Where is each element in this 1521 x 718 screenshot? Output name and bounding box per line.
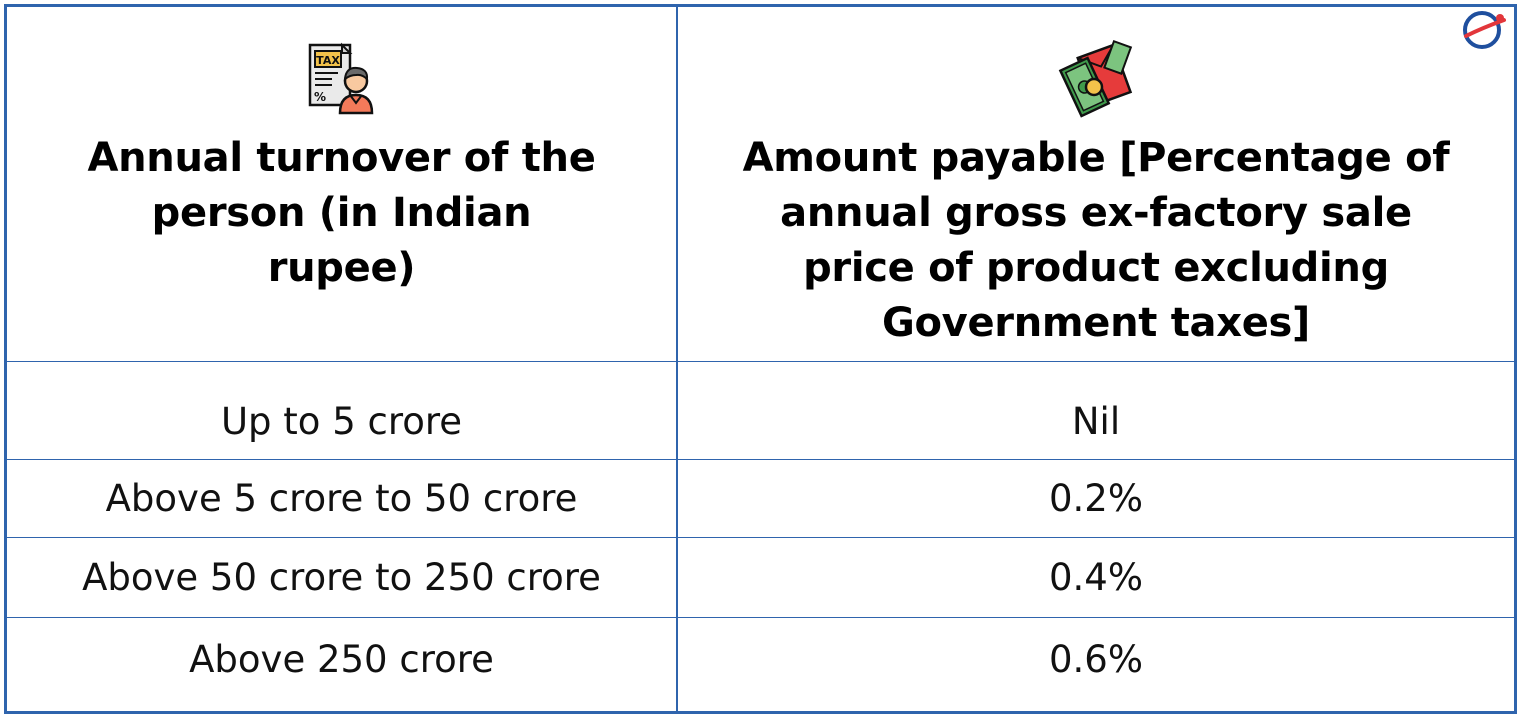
table-row-turnover-cell: Above 250 crore	[7, 618, 676, 700]
header-turnover-line: Annual turnover of the	[87, 135, 596, 181]
header-amount-line: price of product excluding	[803, 245, 1389, 291]
table-row-amount-cell: 0.6%	[678, 618, 1514, 700]
svg-text:TAX: TAX	[316, 54, 340, 67]
table-frame	[4, 4, 1517, 714]
table-row-amount-cell: 0.2%	[678, 460, 1514, 537]
column-divider	[676, 4, 678, 714]
turnover-value: Above 50 crore to 250 crore	[82, 556, 601, 599]
header-amount-line: Amount payable [Percentage of	[742, 135, 1450, 181]
amount-value: 0.4%	[1049, 556, 1143, 599]
header-amount: Amount payable [Percentage of annual gro…	[678, 7, 1514, 361]
money-envelope-icon	[1058, 39, 1133, 118]
brand-logo-icon	[1463, 11, 1506, 49]
table-row-turnover-cell: Up to 5 crore	[7, 372, 676, 470]
row-divider	[4, 459, 1517, 460]
header-turnover-line: person (in Indian	[151, 190, 532, 236]
table-row-amount-cell: 0.4%	[678, 538, 1514, 617]
amount-value: Nil	[1071, 399, 1121, 443]
row-divider	[4, 617, 1517, 618]
turnover-value: Above 250 crore	[189, 637, 494, 681]
header-turnover-line: rupee)	[267, 245, 416, 291]
amount-value: 0.2%	[1049, 477, 1143, 520]
row-divider	[4, 537, 1517, 538]
header-amount-line: annual gross ex-factory sale	[780, 190, 1412, 236]
header-amount-line: Government taxes]	[881, 300, 1311, 346]
turnover-value: Above 5 crore to 50 crore	[105, 477, 578, 520]
turnover-value: Up to 5 crore	[220, 399, 463, 443]
table-row-amount-cell: Nil	[678, 372, 1514, 470]
table-row-turnover-cell: Above 5 crore to 50 crore	[7, 460, 676, 537]
svg-text:%: %	[313, 90, 325, 104]
header-turnover: TAX % Annual turnover of the person (in …	[7, 7, 676, 361]
header-divider	[4, 361, 1517, 362]
tax-document-person-icon: TAX %	[308, 42, 373, 115]
amount-value: 0.6%	[1049, 637, 1143, 681]
table-row-turnover-cell: Above 50 crore to 250 crore	[7, 538, 676, 617]
